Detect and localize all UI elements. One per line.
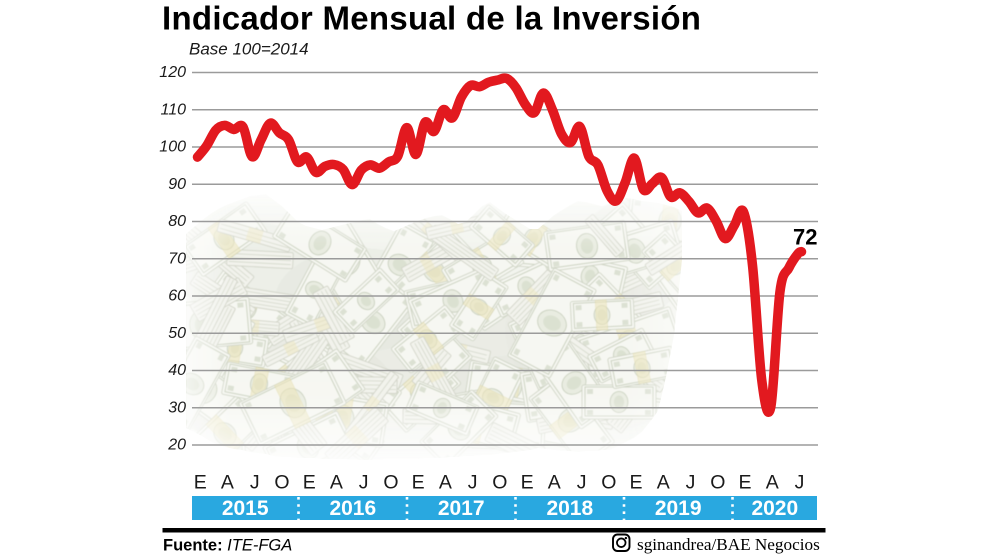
svg-text:Indicador Mensual de la Invers: Indicador Mensual de la Inversión (162, 0, 701, 37)
svg-text:E: E (521, 472, 534, 494)
svg-text:sginandrea/BAE Negocios: sginandrea/BAE Negocios (637, 535, 820, 554)
svg-text:O: O (710, 472, 725, 494)
svg-text:80: 80 (168, 213, 186, 230)
svg-text:70: 70 (168, 250, 186, 267)
svg-text:50: 50 (168, 325, 186, 342)
svg-text:O: O (383, 472, 398, 494)
svg-text:2015: 2015 (222, 497, 269, 520)
svg-text:A: A (657, 472, 670, 494)
svg-text:Fuente: ITE-FGA: Fuente: ITE-FGA (163, 537, 292, 555)
svg-text:110: 110 (160, 101, 186, 118)
svg-text:72: 72 (793, 224, 817, 249)
svg-text:E: E (738, 472, 751, 494)
svg-text:2016: 2016 (329, 497, 376, 520)
svg-text:E: E (303, 472, 316, 494)
svg-text:J: J (468, 472, 478, 494)
svg-text:120: 120 (159, 64, 186, 81)
svg-text:2019: 2019 (655, 497, 702, 520)
svg-text:100: 100 (159, 139, 186, 156)
svg-text:40: 40 (168, 362, 186, 379)
svg-text:2020: 2020 (751, 497, 798, 520)
svg-text:O: O (492, 472, 507, 494)
svg-text:J: J (250, 472, 260, 494)
svg-text:E: E (194, 472, 207, 494)
svg-text:A: A (548, 472, 561, 494)
svg-text:A: A (439, 472, 452, 494)
svg-text:A: A (330, 472, 343, 494)
svg-text:J: J (577, 472, 587, 494)
svg-text:E: E (629, 472, 642, 494)
svg-text:60: 60 (168, 288, 186, 305)
svg-text:2018: 2018 (546, 497, 593, 520)
svg-text:J: J (359, 472, 369, 494)
svg-text:J: J (686, 472, 696, 494)
svg-text:E: E (412, 472, 425, 494)
svg-text:A: A (766, 472, 779, 494)
svg-text:2017: 2017 (438, 497, 485, 520)
svg-text:20: 20 (167, 437, 186, 454)
svg-text:Base 100=2014: Base 100=2014 (189, 40, 309, 59)
svg-text:O: O (274, 472, 289, 494)
svg-text:O: O (601, 472, 616, 494)
svg-text:90: 90 (168, 176, 186, 193)
svg-text:A: A (221, 472, 234, 494)
svg-text:30: 30 (168, 399, 186, 416)
svg-text:J: J (795, 472, 805, 494)
